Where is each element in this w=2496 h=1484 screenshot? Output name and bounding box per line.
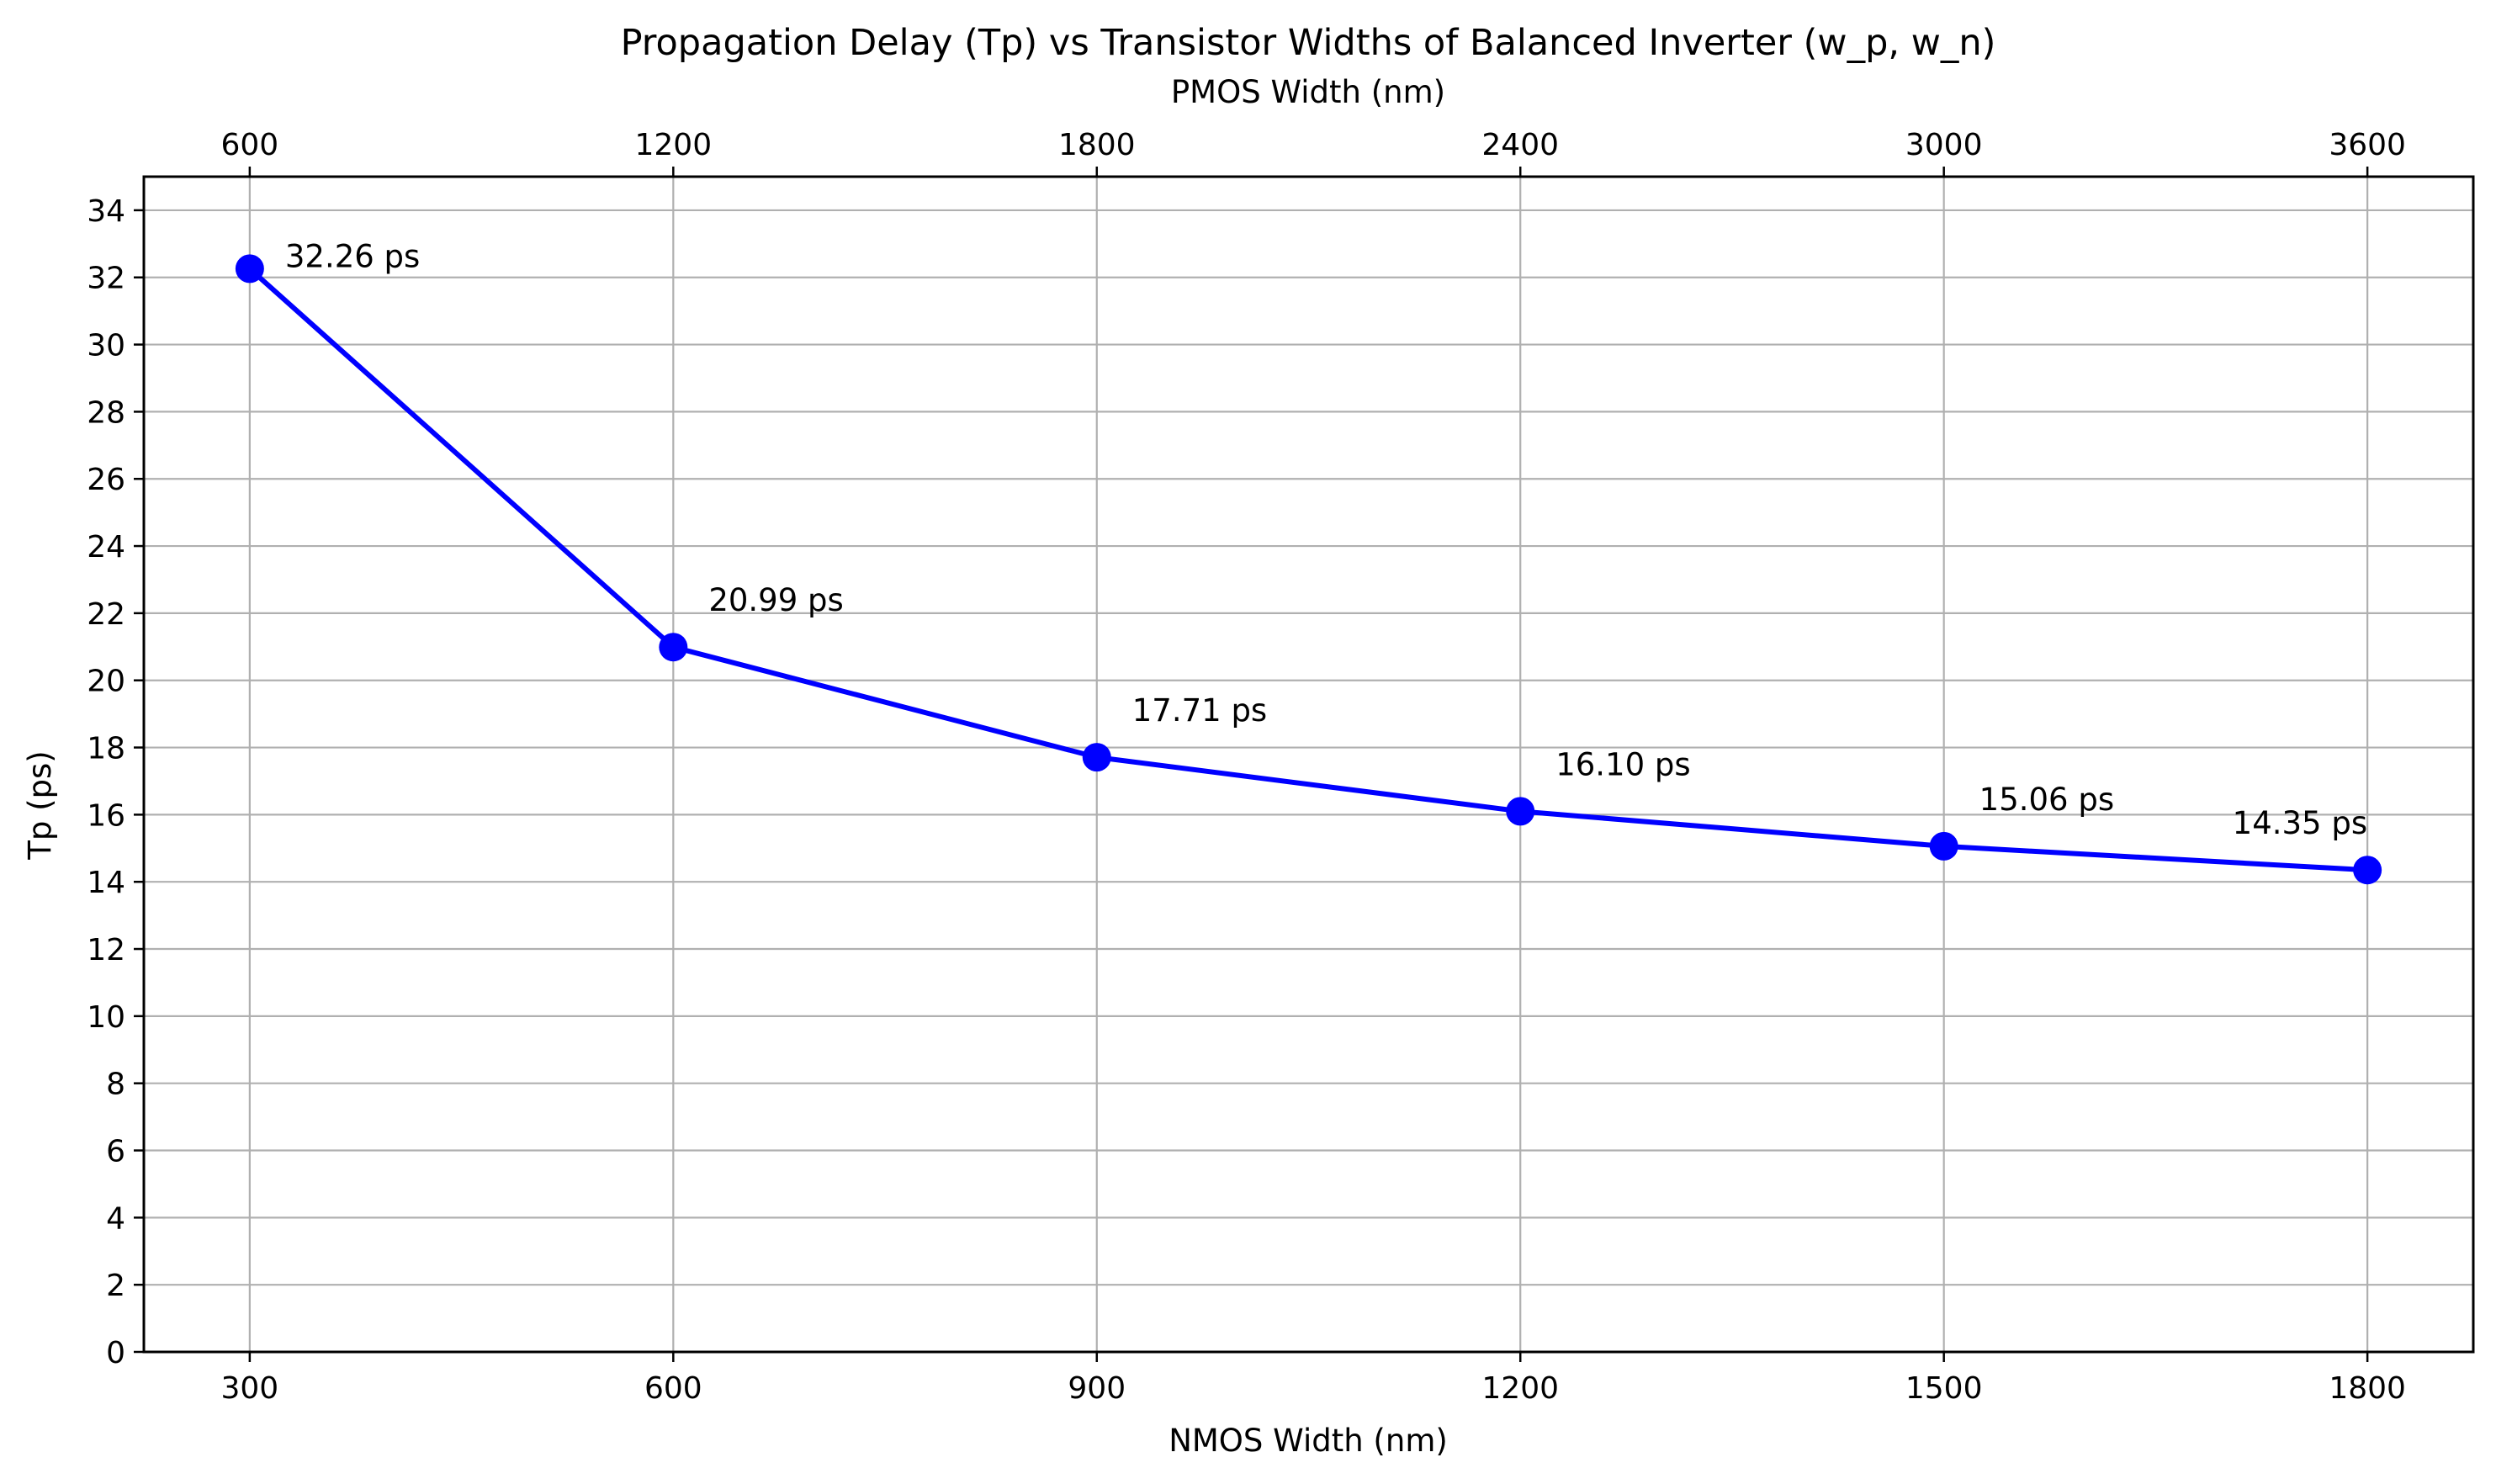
y-tick-label: 8 (106, 1068, 125, 1102)
y-tick-label: 34 (87, 194, 125, 229)
y-tick-label: 0 (106, 1336, 125, 1370)
data-label: 14.35 ps (2233, 805, 2367, 841)
top-axis-label: PMOS Width (nm) (1171, 74, 1445, 110)
x-tick-label: 1500 (1905, 1371, 1983, 1406)
y-tick-label: 30 (87, 329, 125, 363)
bottom-axis-label: NMOS Width (nm) (1169, 1423, 1448, 1459)
x-tick-label: 900 (1068, 1371, 1126, 1406)
y-tick-label: 6 (106, 1135, 125, 1169)
y-tick-label: 26 (87, 463, 125, 497)
annotation-layer: 32.26 ps 20.99 ps 17.71 ps 16.10 ps 15.06 ps… (285, 238, 2367, 841)
y-tick-label: 4 (106, 1201, 125, 1236)
data-point-marker (659, 633, 688, 662)
x2-tick-label: 1800 (1058, 128, 1136, 162)
data-point-marker (1082, 743, 1111, 772)
x-tick-label: 600 (644, 1371, 702, 1406)
y-tick-label: 32 (87, 262, 125, 296)
x2-tick-label: 600 (221, 128, 279, 162)
x-tick-label: 1800 (2329, 1371, 2406, 1406)
x2-tick-label: 3000 (1905, 128, 1983, 162)
data-label: 17.71 ps (1132, 692, 1267, 729)
y-tick-label: 24 (87, 530, 125, 564)
y-tick-label: 12 (87, 933, 125, 967)
y-tick-label: 2 (106, 1269, 125, 1303)
y-tick-label: 10 (87, 1000, 125, 1035)
data-label: 16.10 ps (1555, 746, 1690, 782)
plot-frame (142, 175, 2475, 1354)
series-line (247, 267, 2368, 873)
data-label: 15.06 ps (1979, 782, 2114, 818)
data-label: 20.99 ps (708, 582, 843, 618)
y-tick-label: 18 (87, 732, 125, 766)
x2-tick-label: 1200 (635, 128, 713, 162)
data-point-marker (1506, 797, 1535, 826)
y-tick-label: 16 (87, 798, 125, 833)
x-tick-label: 300 (221, 1371, 279, 1406)
y-tick-label: 28 (87, 395, 125, 430)
chart-title: Propagation Delay (Tp) vs Transistor Wid… (621, 22, 1996, 64)
y-axis-label: Tp (ps) (22, 750, 58, 860)
y-tick-label: 20 (87, 665, 125, 699)
series-layer (235, 254, 2382, 885)
axes-layer: 3006006001200900180012002400150030001800… (87, 128, 2406, 1406)
x-tick-label: 1200 (1481, 1371, 1559, 1406)
data-label: 32.26 ps (285, 238, 420, 274)
data-point-marker (235, 254, 264, 284)
grid (144, 177, 2473, 1354)
data-point-marker (1929, 831, 1958, 861)
data-point-marker (2353, 856, 2382, 885)
x2-tick-label: 3600 (2329, 128, 2406, 162)
y-tick-label: 14 (87, 866, 125, 900)
x2-tick-label: 2400 (1481, 128, 1559, 162)
y-tick-label: 22 (87, 597, 125, 632)
